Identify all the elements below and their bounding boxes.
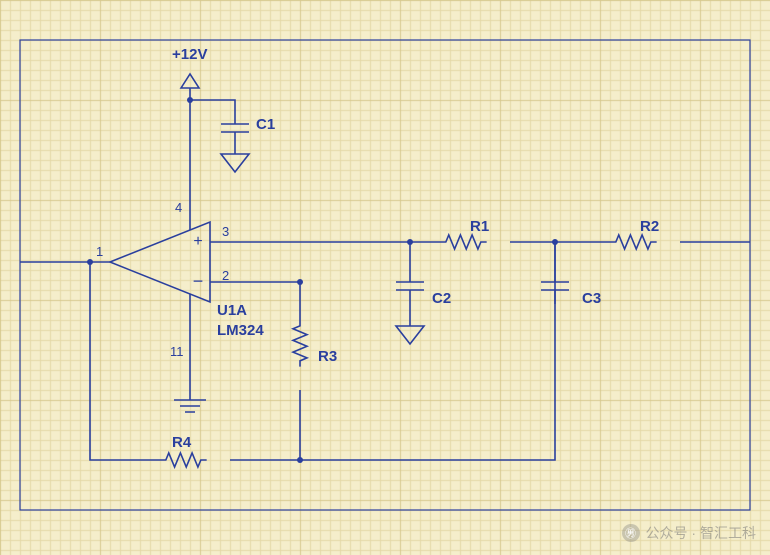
resistor-r4 — [160, 453, 207, 467]
power-12v — [181, 74, 199, 100]
schematic-border — [20, 40, 750, 510]
watermark: ㊚ 公众号 · 智汇工科 — [622, 523, 756, 543]
pin-opamp-pins-out: 1 — [96, 244, 103, 259]
symbol-group — [174, 74, 424, 412]
wire-group — [20, 100, 750, 460]
junction-group — [87, 97, 558, 463]
component-group — [160, 110, 657, 467]
label-components-C3-ref: C3 — [582, 290, 601, 307]
resistor-r1 — [440, 235, 487, 249]
capacitor-c1 — [221, 110, 249, 146]
label-opamp-ref: U1A — [217, 302, 247, 319]
opamp-minus-symbol: − — [193, 271, 204, 291]
ground-c1 — [221, 146, 249, 172]
label-power-label: +12V — [172, 46, 207, 63]
capacitor-c2 — [396, 268, 424, 304]
pin-opamp-pins-inv: 2 — [222, 268, 229, 283]
pin-opamp-pins-vee: 11 — [170, 344, 184, 359]
label-components-R4-ref: R4 — [172, 434, 191, 451]
opamp-plus-symbol: + — [193, 233, 202, 250]
resistor-r3 — [293, 320, 307, 367]
label-components-R3-ref: R3 — [318, 348, 337, 365]
label-components-C1-ref: C1 — [256, 116, 275, 133]
resistor-r2 — [610, 235, 657, 249]
pin-opamp-pins-noninv: 3 — [222, 224, 229, 239]
label-components-R1-ref: R1 — [470, 218, 489, 235]
watermark-text: 公众号 · 智汇工科 — [646, 523, 756, 543]
pin-opamp-pins-vcc: 4 — [175, 200, 182, 215]
ground-c2 — [396, 318, 424, 344]
label-opamp-part: LM324 — [217, 322, 264, 339]
label-components-R2-ref: R2 — [640, 218, 659, 235]
label-components-C2-ref: C2 — [432, 290, 451, 307]
schematic-svg: + − — [0, 0, 770, 555]
wechat-icon: ㊚ — [622, 524, 640, 542]
ground-vee — [174, 392, 206, 412]
